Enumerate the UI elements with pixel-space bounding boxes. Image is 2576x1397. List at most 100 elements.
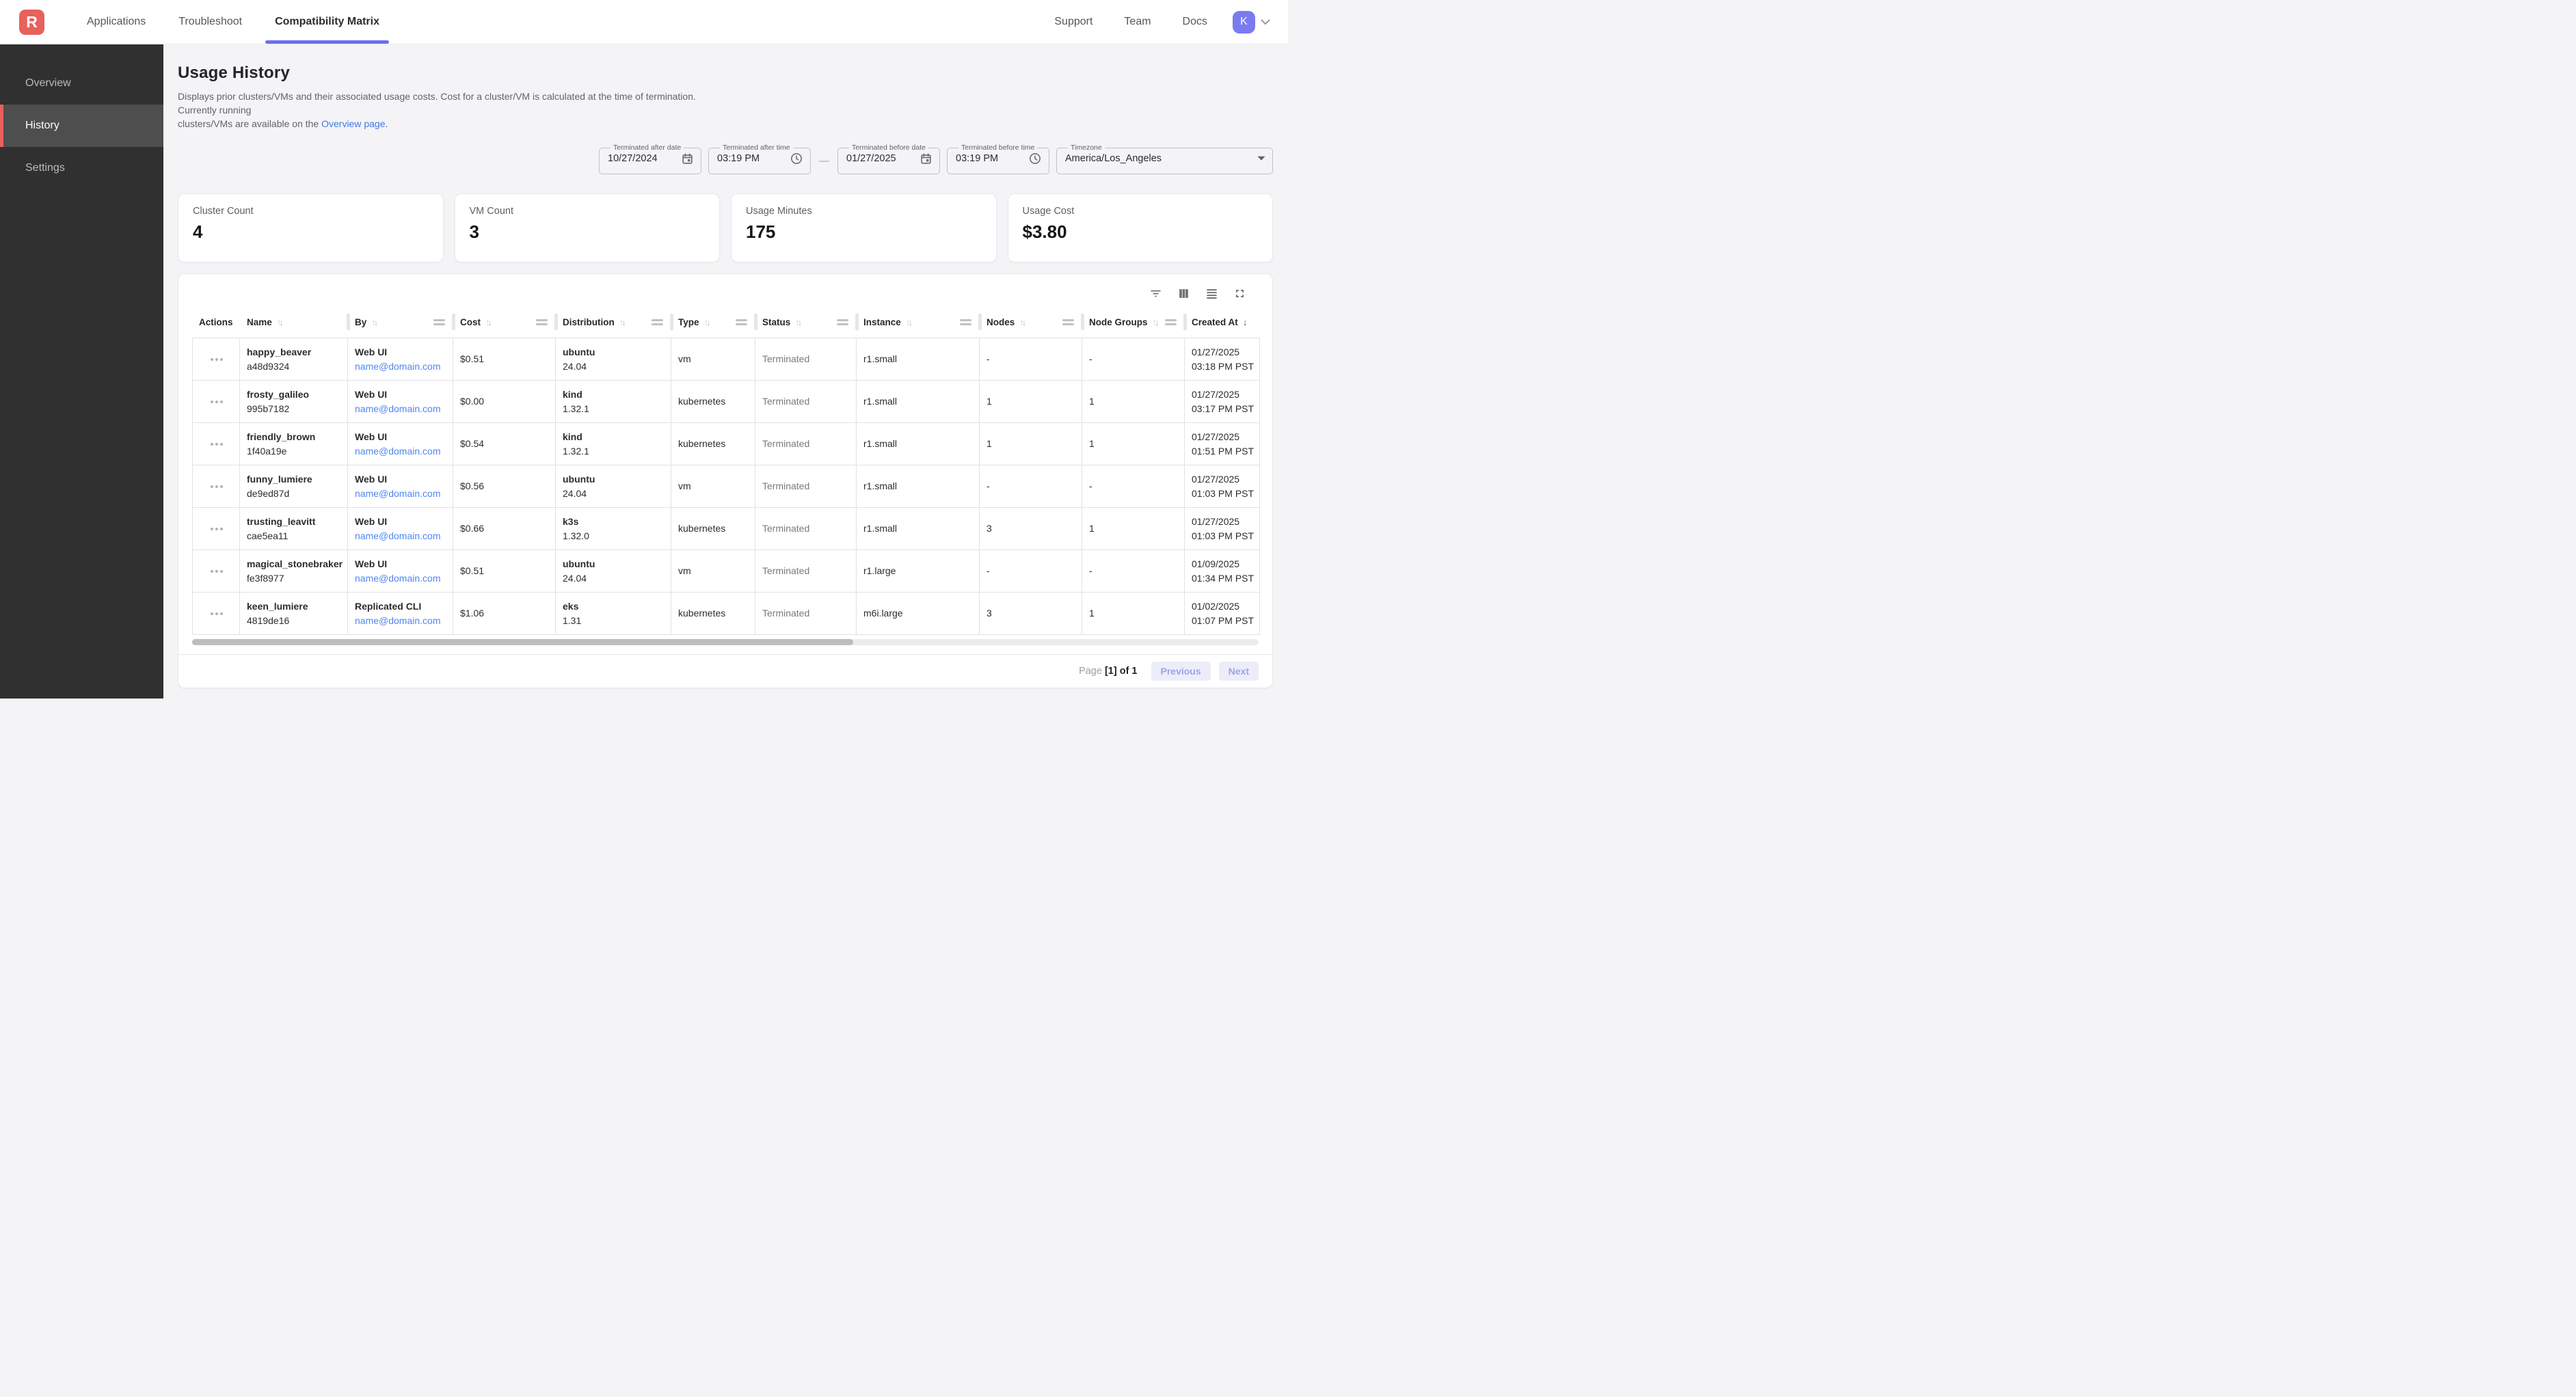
nav-link-team[interactable]: Team (1124, 16, 1151, 27)
column-header-by[interactable]: By ↑↓ (347, 306, 453, 338)
sort-icon[interactable]: ↑↓ (619, 316, 626, 327)
column-menu-icon[interactable] (736, 318, 747, 325)
filter-field-value[interactable]: 03:19 PM (956, 153, 999, 164)
created-time: 03:17 PM PST (1192, 403, 1255, 414)
column-header-node-groups[interactable]: Node Groups ↑↓ (1081, 306, 1185, 338)
horizontal-scrollbar[interactable] (192, 639, 1259, 645)
column-menu-icon[interactable] (960, 318, 971, 325)
distribution-version: 24.04 (563, 360, 587, 372)
nav-link-support[interactable]: Support (1054, 16, 1093, 27)
nav-item-applications[interactable]: Applications (70, 0, 162, 44)
overview-page-link[interactable]: Overview page (321, 118, 386, 129)
scrollbar-thumb[interactable] (192, 639, 854, 645)
created-date: 01/27/2025 (1192, 473, 1240, 485)
nodes-cell: - (980, 338, 1082, 380)
density-icon[interactable] (1205, 287, 1218, 300)
column-header-created-at[interactable]: Created At ↓ (1183, 306, 1260, 338)
filter-field-value[interactable]: 01/27/2025 (846, 153, 896, 164)
avatar[interactable]: K (1233, 10, 1255, 33)
stat-card-cluster-count: Cluster Count 4 (178, 193, 444, 262)
sidebar-item-history[interactable]: History (0, 105, 163, 147)
fullscreen-icon[interactable] (1233, 287, 1246, 300)
column-header-cost[interactable]: Cost ↑↓ (452, 306, 556, 338)
nav-item-compatibility-matrix[interactable]: Compatibility Matrix (258, 0, 396, 44)
filter-field-label: Terminated after date (613, 144, 682, 152)
filter-field-terminated-before-date[interactable]: Terminated before date 01/27/2025 (837, 144, 940, 174)
column-menu-icon[interactable] (433, 318, 445, 325)
row-actions-button[interactable] (211, 400, 223, 403)
row-actions-button[interactable] (211, 569, 223, 573)
created-by-email-link[interactable]: name@domain.com (355, 487, 441, 499)
sort-icon[interactable]: ↑↓ (1019, 316, 1026, 327)
row-actions-button[interactable] (211, 485, 223, 488)
cost-value: $0.56 (460, 480, 485, 491)
filter-field-value[interactable]: 03:19 PM (717, 153, 760, 164)
column-header-status[interactable]: Status ↑↓ (754, 306, 857, 338)
sort-icon[interactable]: ↑↓ (905, 316, 913, 327)
created-by-source: Web UI (355, 558, 388, 569)
row-actions-button[interactable] (211, 357, 223, 361)
sort-icon[interactable]: ↑↓ (795, 316, 802, 327)
column-header-nodes[interactable]: Nodes ↑↓ (978, 306, 1082, 338)
columns-icon[interactable] (1177, 287, 1190, 300)
created-at-cell: 01/27/2025 01:03 PM PST (1185, 465, 1260, 507)
stat-card-vm-count: VM Count 3 (454, 193, 720, 262)
column-menu-icon[interactable] (536, 318, 548, 325)
filter-field-terminated-before-time[interactable]: Terminated before time 03:19 PM (947, 144, 1049, 174)
created-at-cell: 01/27/2025 01:03 PM PST (1185, 508, 1260, 550)
row-actions-button[interactable] (211, 612, 223, 615)
table-row: keen_lumiere 4819de16 Replicated CLI name@d… (192, 593, 1260, 635)
column-menu-icon[interactable] (652, 318, 663, 325)
column-header-instance[interactable]: Instance ↑↓ (855, 306, 980, 338)
sort-icon[interactable]: ↑↓ (1152, 316, 1159, 327)
sidebar-item-overview[interactable]: Overview (0, 62, 163, 105)
filter-field-value[interactable]: America/Los_Angeles (1065, 153, 1162, 164)
filter-icon[interactable] (1149, 287, 1162, 300)
sort-desc-icon[interactable]: ↓ (1242, 316, 1248, 327)
dropdown-arrow-icon[interactable] (1257, 156, 1265, 161)
filter-field-terminated-after-time[interactable]: Terminated after time 03:19 PM (708, 144, 811, 174)
nav-link-docs[interactable]: Docs (1182, 16, 1207, 27)
column-header-label: Instance (863, 316, 901, 327)
column-menu-icon[interactable] (1165, 318, 1177, 325)
replicated-logo[interactable]: R (19, 9, 44, 35)
type-cell: vm (671, 338, 755, 380)
clock-icon[interactable] (1028, 152, 1042, 165)
sort-icon[interactable]: ↑↓ (276, 316, 284, 327)
created-by-email-link[interactable]: name@domain.com (355, 445, 441, 457)
row-actions-button[interactable] (211, 527, 223, 530)
filter-field-terminated-after-date[interactable]: Terminated after date 10/27/2024 (599, 144, 701, 174)
filter-field-value[interactable]: 10/27/2024 (608, 153, 658, 164)
nodes-cell: 1 (980, 423, 1082, 465)
column-header-type[interactable]: Type ↑↓ (670, 306, 755, 338)
created-by-email-link[interactable]: name@domain.com (355, 614, 441, 626)
next-page-button[interactable]: Next (1218, 662, 1259, 681)
node-groups-cell: - (1082, 465, 1185, 507)
created-by-email-link[interactable]: name@domain.com (355, 572, 441, 584)
row-actions-button[interactable] (211, 442, 223, 446)
created-by-email-link[interactable]: name@domain.com (355, 360, 441, 372)
nav-item-troubleshoot[interactable]: Troubleshoot (162, 0, 258, 44)
filter-field-timezone[interactable]: Timezone America/Los_Angeles (1056, 144, 1273, 174)
column-menu-icon[interactable] (1062, 318, 1074, 325)
sidebar-item-settings[interactable]: Settings (0, 147, 163, 189)
row-actions-cell (192, 593, 240, 634)
primary-nav: Applications Troubleshoot Compatibility Ma… (70, 0, 396, 44)
sort-icon[interactable]: ↑↓ (703, 316, 711, 327)
column-header-name[interactable]: Name ↑↓ (240, 306, 348, 338)
created-by-email-link[interactable]: name@domain.com (355, 530, 441, 541)
cluster-name: keen_lumiere (247, 600, 308, 612)
previous-page-button[interactable]: Previous (1151, 662, 1211, 681)
column-menu-icon[interactable] (837, 318, 848, 325)
calendar-icon[interactable] (681, 152, 694, 165)
column-separator (347, 313, 350, 331)
calendar-icon[interactable] (920, 152, 933, 165)
stat-card-value: $3.80 (1022, 221, 1067, 242)
column-header-distribution[interactable]: Distribution ↑↓ (554, 306, 671, 338)
chevron-down-icon[interactable] (1261, 18, 1270, 25)
sort-icon[interactable]: ↑↓ (485, 316, 492, 327)
created-time: 01:51 PM PST (1192, 445, 1255, 457)
created-by-email-link[interactable]: name@domain.com (355, 403, 441, 414)
clock-icon[interactable] (790, 152, 803, 165)
sort-icon[interactable]: ↑↓ (371, 316, 378, 327)
